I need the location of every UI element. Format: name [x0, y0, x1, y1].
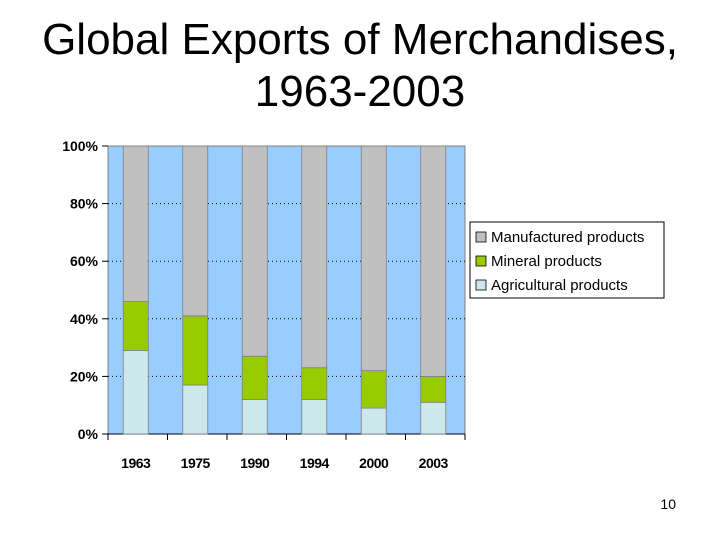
bar-segment-agricultural-products	[241, 399, 268, 435]
legend-label: Mineral products	[491, 253, 602, 270]
legend-box	[469, 221, 665, 299]
y-tick-label: 100%	[62, 138, 98, 154]
legend-swatch	[475, 255, 487, 267]
legend-swatch	[475, 231, 487, 243]
bar-segment-mineral-products	[122, 301, 149, 351]
bar-segment-agricultural-products	[420, 401, 447, 435]
bar-segment-mineral-products	[420, 375, 447, 403]
bar-segment-manufactured-products	[241, 145, 268, 357]
bar-segment-agricultural-products	[360, 407, 387, 435]
bar-segment-manufactured-products	[301, 145, 328, 369]
bar-segment-mineral-products	[360, 370, 387, 409]
x-tick-label: 1994	[300, 455, 330, 471]
x-tick-label: 2000	[359, 455, 389, 471]
y-tick-label: 80%	[70, 196, 99, 212]
y-tick-label: 40%	[70, 311, 99, 327]
x-tick-label: 1990	[240, 455, 270, 471]
legend-label: Agricultural products	[491, 277, 628, 294]
slide-title-line-1: Global Exports of Merchandises,	[42, 15, 678, 64]
x-tick-label: 2003	[419, 455, 449, 471]
bar-segment-manufactured-products	[360, 145, 387, 372]
slide-title-line-2: 1963-2003	[254, 67, 466, 116]
y-tick-label: 60%	[70, 253, 99, 269]
bar-segment-mineral-products	[241, 355, 268, 400]
bar-segment-manufactured-products	[420, 145, 447, 377]
bar-segment-manufactured-products	[182, 145, 209, 317]
bar-segment-mineral-products	[301, 367, 328, 400]
x-tick-label: 1975	[181, 455, 211, 471]
plot-area	[107, 145, 466, 435]
y-tick-label: 0%	[78, 426, 99, 442]
y-tick-label: 20%	[70, 368, 99, 384]
bar-segment-agricultural-products	[182, 384, 209, 435]
page-number: 10	[660, 496, 676, 512]
x-tick-label: 1963	[121, 455, 151, 471]
legend-swatch	[475, 279, 487, 291]
bar-segment-mineral-products	[182, 315, 209, 386]
bar-segment-agricultural-products	[122, 350, 149, 435]
legend-label: Manufactured products	[491, 229, 644, 246]
bar-segment-agricultural-products	[301, 399, 328, 435]
slide-title: Global Exports of Merchandises, 1963-200…	[0, 14, 720, 118]
bar-segment-manufactured-products	[122, 145, 149, 302]
